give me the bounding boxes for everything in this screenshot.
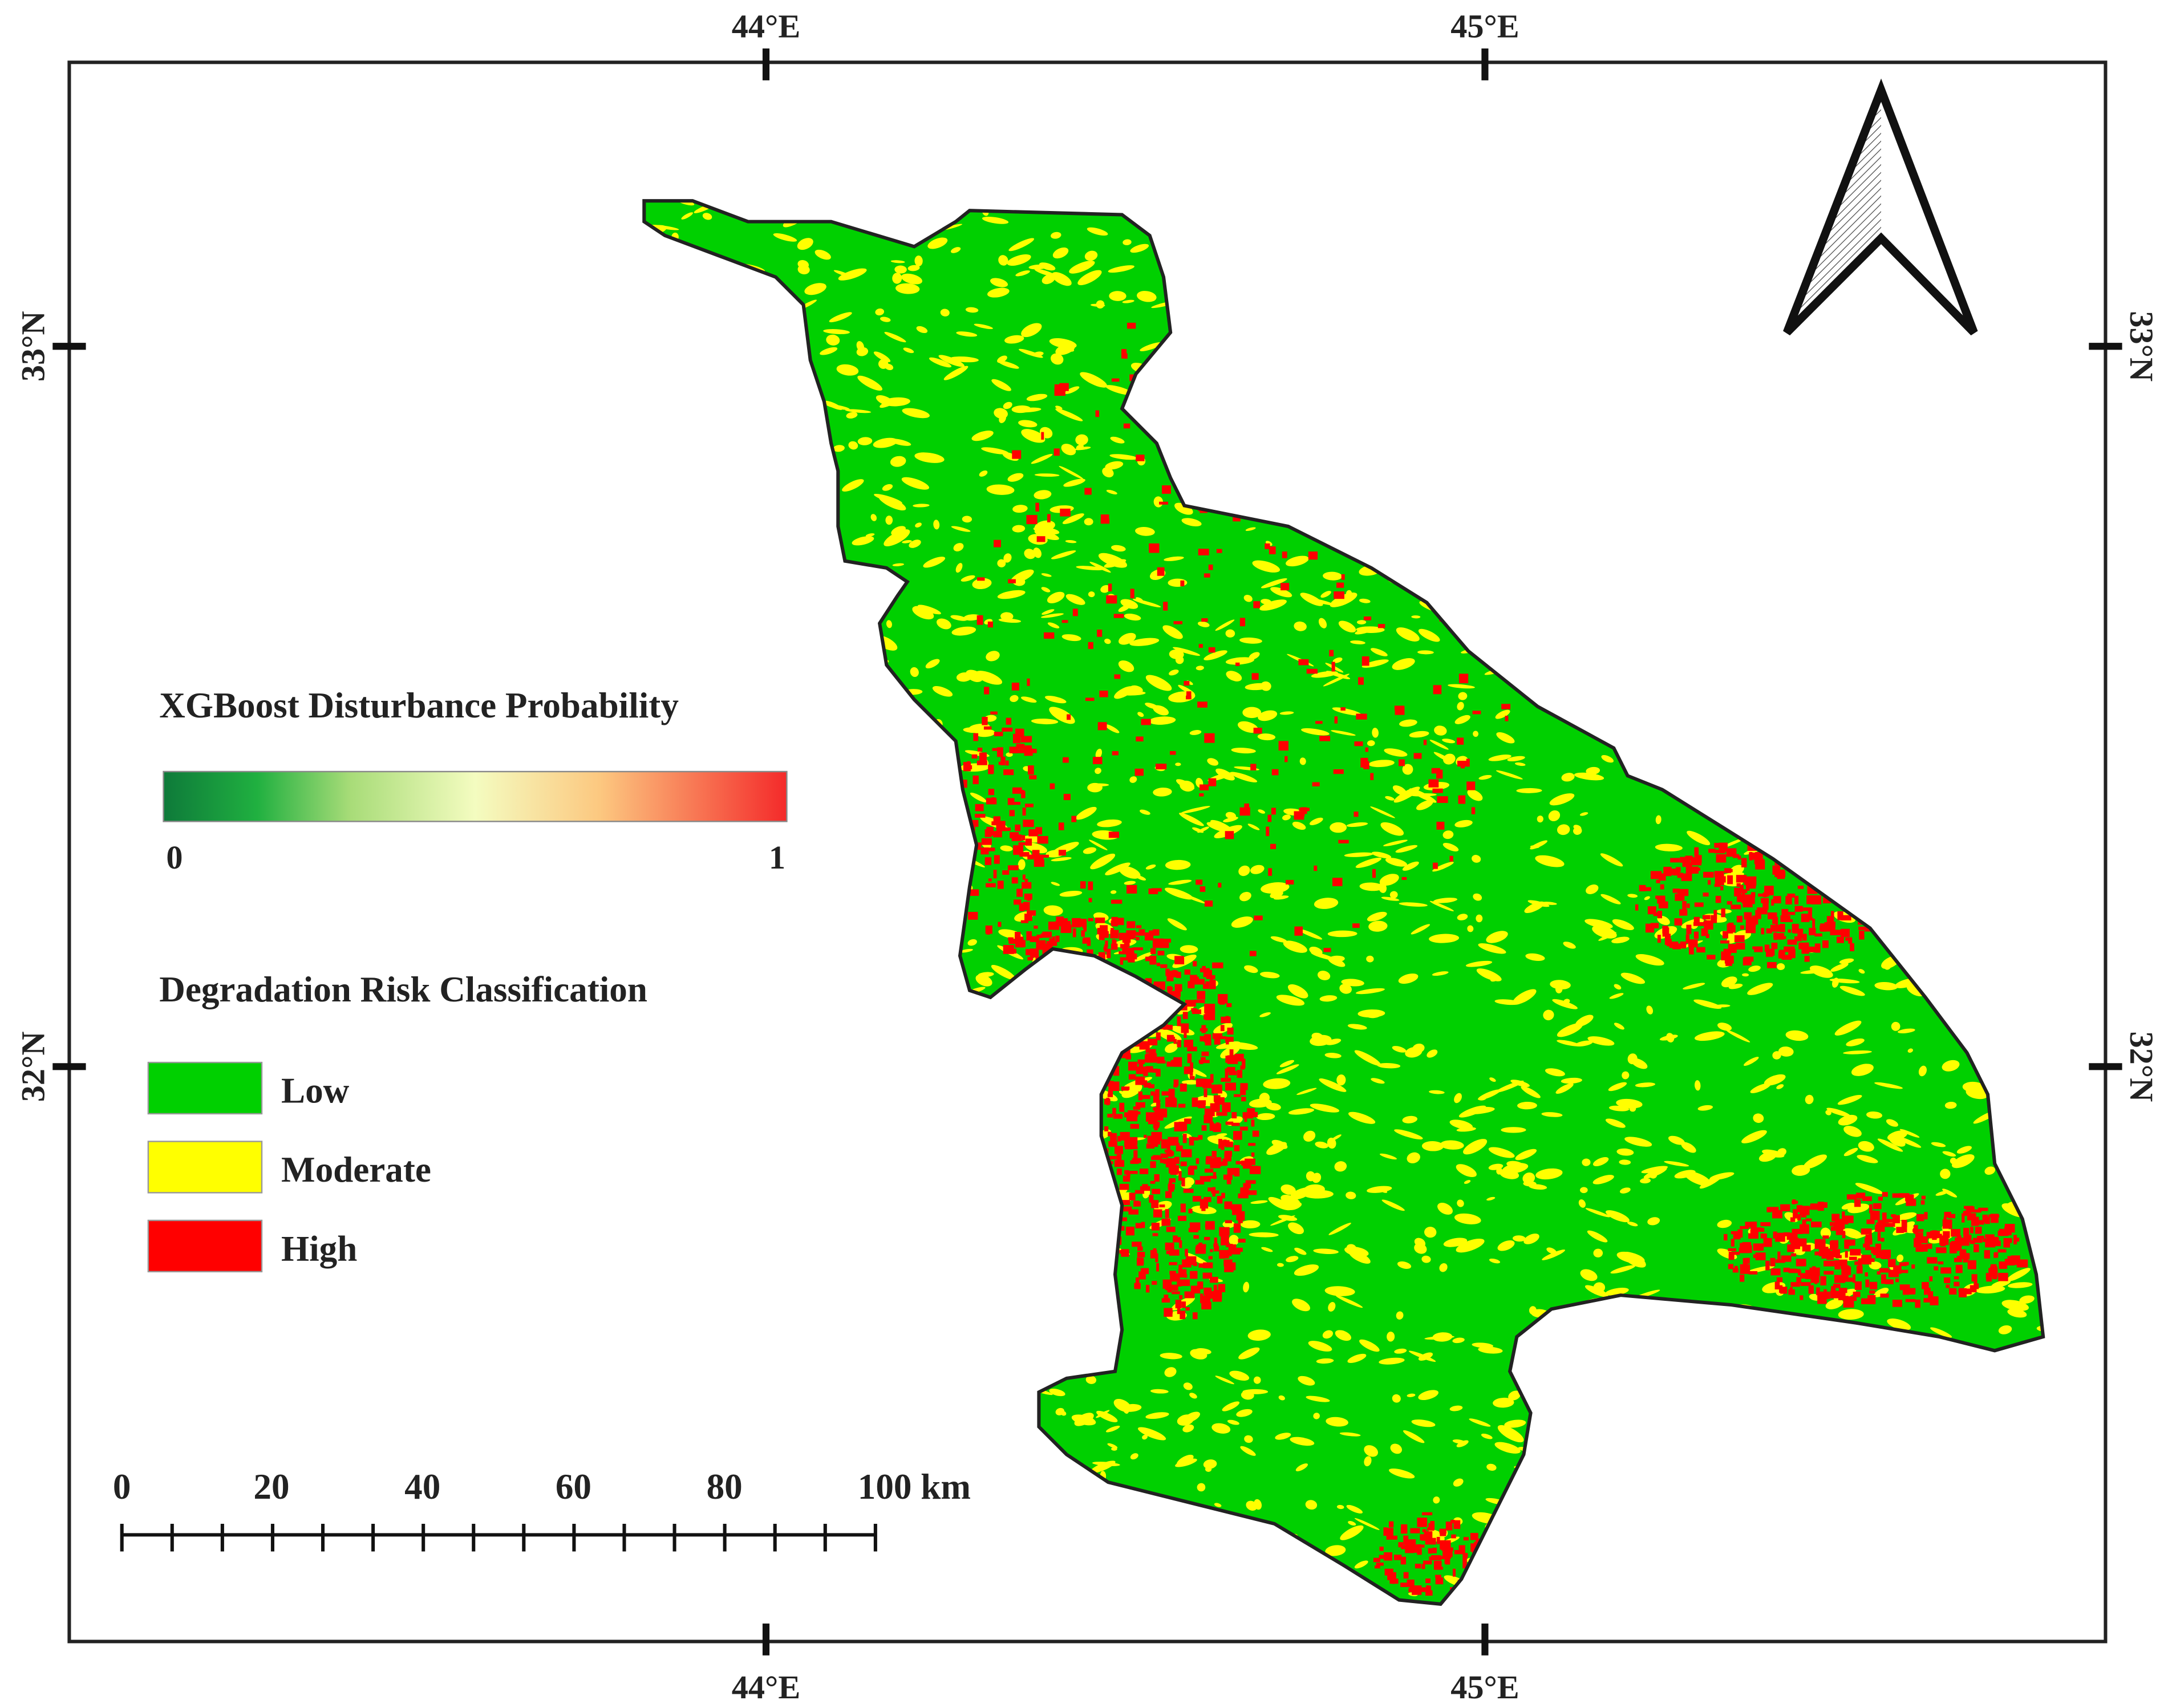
legend-title: XGBoost Disturbance Probability	[159, 685, 679, 725]
north-arrow	[1783, 78, 1978, 336]
legend-swatch	[147, 1061, 263, 1115]
scale-label: 60	[556, 1467, 591, 1507]
scale-label: 0	[113, 1467, 131, 1507]
lat-label: 33°N	[15, 311, 52, 382]
legend-label: High	[281, 1228, 357, 1268]
scale-label: 80	[707, 1467, 743, 1507]
lon-label: 44°E	[732, 1669, 800, 1706]
legend-label: Low	[281, 1071, 350, 1111]
lat-label: 32°N	[15, 1032, 52, 1102]
legend-label: Moderate	[281, 1150, 431, 1190]
scale-label: 40	[404, 1467, 440, 1507]
lon-label: 44°E	[732, 8, 800, 45]
colorbar-label: 1	[769, 839, 785, 876]
colorbar-label: 0	[166, 839, 183, 876]
graticule-ticks	[52, 48, 2122, 1656]
scale-bar: 0 20 40 60 80 100 km	[113, 1467, 971, 1552]
scale-label: 100 km	[858, 1467, 971, 1507]
legend-title: Degradation Risk Classification	[159, 969, 647, 1009]
legend-swatch	[147, 1141, 263, 1194]
lat-label: 33°N	[2123, 311, 2160, 382]
scale-label: 20	[253, 1467, 289, 1507]
colorbar	[163, 770, 788, 822]
lon-label: 45°E	[1450, 1669, 1519, 1706]
lon-label: 45°E	[1450, 8, 1519, 45]
legend-swatch	[147, 1219, 263, 1273]
lat-label: 32°N	[2123, 1032, 2160, 1102]
